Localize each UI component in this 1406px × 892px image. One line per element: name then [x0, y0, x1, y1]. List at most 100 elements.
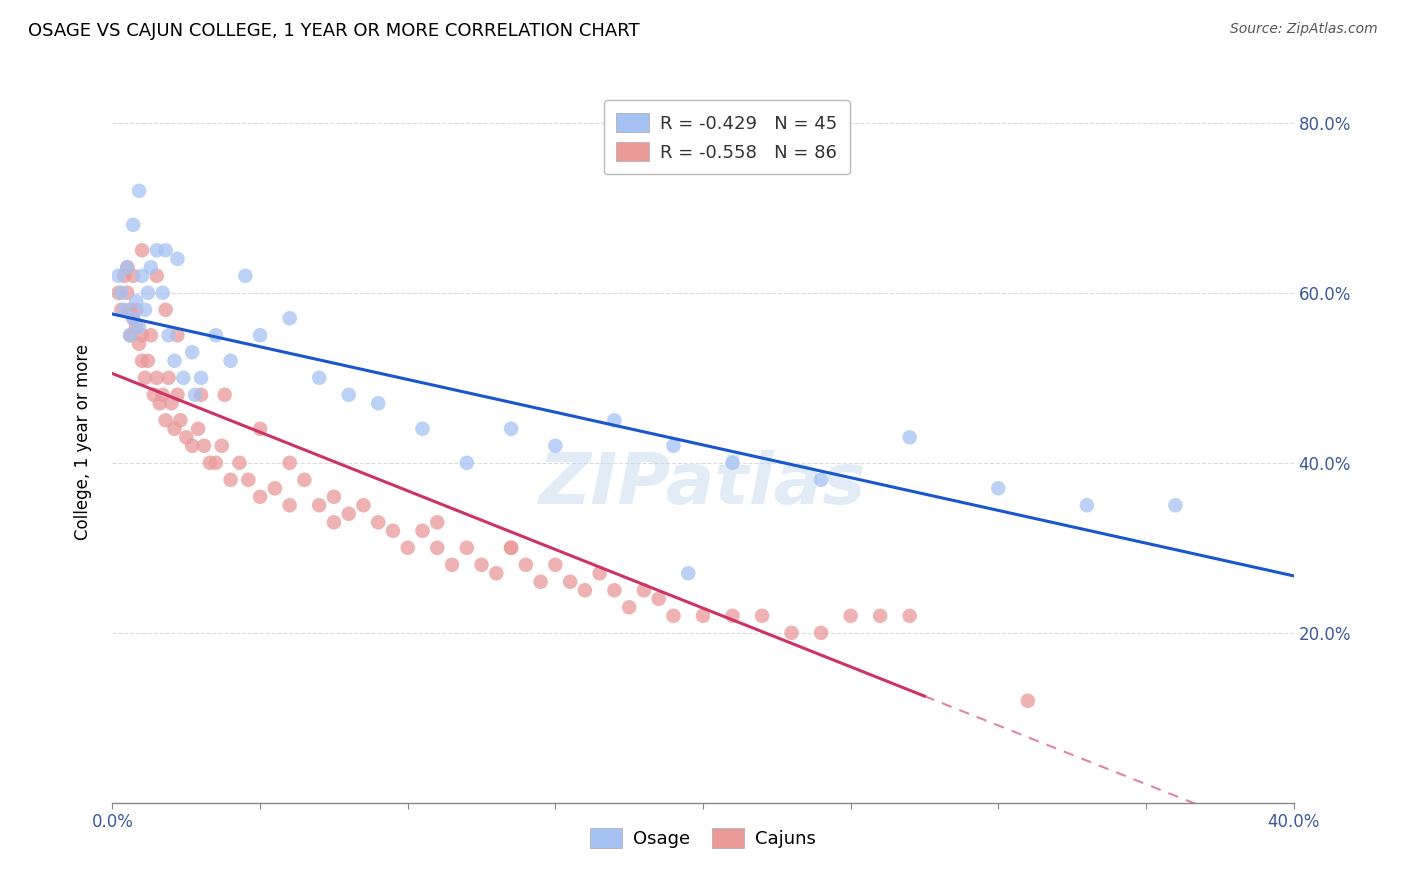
Point: [163, 353, 186, 368]
Point: [633, 583, 655, 598]
Point: [249, 490, 271, 504]
Y-axis label: College, 1 year or more: College, 1 year or more: [73, 343, 91, 540]
Point: [839, 608, 862, 623]
Point: [139, 328, 162, 343]
Point: [396, 541, 419, 555]
Point: [780, 625, 803, 640]
Point: [160, 396, 183, 410]
Point: [120, 302, 142, 317]
Point: [181, 439, 204, 453]
Point: [529, 574, 551, 589]
Point: [134, 302, 156, 317]
Point: [205, 328, 228, 343]
Point: [117, 285, 138, 300]
Point: [367, 516, 389, 530]
Point: [107, 268, 129, 283]
Point: [157, 328, 180, 343]
Point: [426, 516, 449, 530]
Point: [662, 439, 685, 453]
Point: [152, 285, 174, 300]
Point: [131, 244, 153, 258]
Point: [352, 498, 374, 512]
Point: [810, 473, 832, 487]
Point: [411, 422, 433, 436]
Text: OSAGE VS CAJUN COLLEGE, 1 YEAR OR MORE CORRELATION CHART: OSAGE VS CAJUN COLLEGE, 1 YEAR OR MORE C…: [28, 22, 640, 40]
Point: [278, 498, 301, 512]
Point: [128, 184, 150, 198]
Point: [110, 302, 132, 317]
Point: [155, 244, 177, 258]
Point: [149, 396, 172, 410]
Point: [142, 388, 165, 402]
Point: [382, 524, 405, 538]
Point: [117, 260, 138, 275]
Point: [214, 388, 236, 402]
Point: [692, 608, 714, 623]
Point: [515, 558, 537, 572]
Point: [120, 328, 142, 343]
Text: Source: ZipAtlas.com: Source: ZipAtlas.com: [1230, 22, 1378, 37]
Point: [678, 566, 700, 581]
Point: [323, 490, 346, 504]
Point: [308, 371, 330, 385]
Point: [136, 353, 159, 368]
Point: [125, 319, 148, 334]
Point: [169, 413, 191, 427]
Point: [544, 558, 567, 572]
Point: [367, 396, 389, 410]
Point: [128, 336, 150, 351]
Point: [619, 600, 641, 615]
Point: [120, 328, 142, 343]
Point: [187, 422, 209, 436]
Point: [264, 481, 287, 495]
Point: [181, 345, 204, 359]
Point: [501, 422, 523, 436]
Point: [134, 371, 156, 385]
Point: [278, 456, 301, 470]
Point: [588, 566, 610, 581]
Text: ZIPatlas: ZIPatlas: [540, 450, 866, 519]
Point: [166, 252, 188, 266]
Point: [426, 541, 449, 555]
Point: [721, 456, 744, 470]
Point: [603, 413, 626, 427]
Point: [323, 516, 346, 530]
Point: [470, 558, 494, 572]
Point: [574, 583, 596, 598]
Point: [146, 268, 169, 283]
Point: [662, 608, 685, 623]
Point: [308, 498, 330, 512]
Point: [139, 260, 162, 275]
Point: [869, 608, 891, 623]
Point: [987, 481, 1010, 495]
Point: [485, 566, 508, 581]
Point: [198, 456, 221, 470]
Point: [456, 541, 478, 555]
Point: [166, 328, 188, 343]
Point: [558, 574, 582, 589]
Point: [184, 388, 207, 402]
Point: [193, 439, 215, 453]
Point: [131, 268, 153, 283]
Point: [136, 285, 159, 300]
Point: [898, 608, 921, 623]
Point: [544, 439, 567, 453]
Point: [163, 422, 186, 436]
Point: [131, 353, 153, 368]
Point: [152, 388, 174, 402]
Point: [219, 353, 242, 368]
Point: [146, 244, 169, 258]
Point: [125, 302, 148, 317]
Legend: Osage, Cajuns: Osage, Cajuns: [582, 821, 824, 855]
Point: [131, 328, 153, 343]
Point: [233, 268, 256, 283]
Point: [456, 456, 478, 470]
Point: [107, 285, 129, 300]
Point: [1017, 694, 1039, 708]
Point: [1076, 498, 1098, 512]
Point: [117, 260, 138, 275]
Point: [110, 285, 132, 300]
Point: [219, 473, 242, 487]
Point: [211, 439, 233, 453]
Point: [441, 558, 464, 572]
